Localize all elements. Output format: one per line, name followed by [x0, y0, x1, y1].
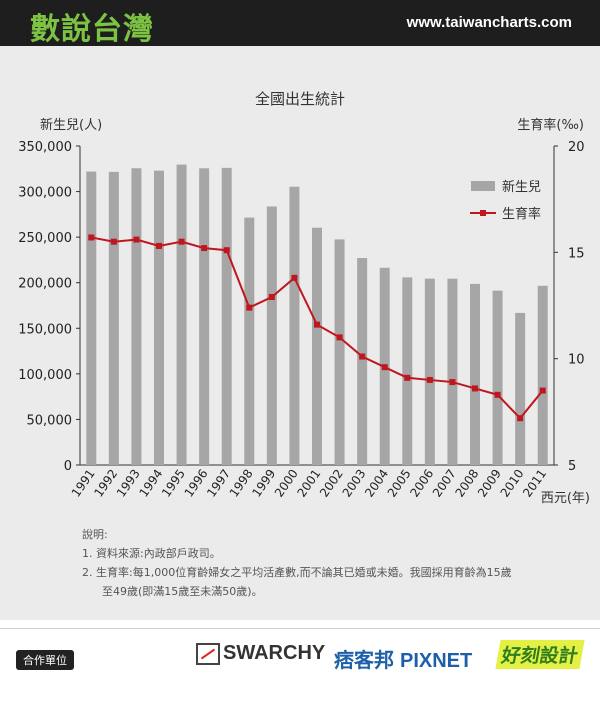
- x-tick-label-2010: 2010: [498, 467, 527, 500]
- header-bar: 數說台灣 www.taiwancharts.com: [0, 0, 600, 47]
- point-1997: [223, 247, 230, 254]
- point-2001: [314, 321, 320, 328]
- bar-2000: [289, 186, 300, 465]
- partner-label: 合作單位: [16, 650, 74, 670]
- right-tick-label: 15: [568, 246, 585, 261]
- point-1996: [201, 245, 208, 252]
- legend-bar-swatch: [471, 181, 495, 191]
- notes-block: 說明: 1. 資料來源:內政部戶政司。 2. 生育率:每1,000位育齡婦女之平…: [82, 525, 512, 601]
- x-tick-label-1994: 1994: [136, 467, 165, 500]
- point-2004: [381, 364, 388, 371]
- notes-line-1: 1. 資料來源:內政部戶政司。: [82, 547, 221, 560]
- swarchy-icon: [196, 642, 220, 665]
- x-tick-label-1991: 1991: [69, 467, 98, 500]
- x-tick-label-1993: 1993: [114, 467, 143, 500]
- swarchy-logo[interactable]: SWARCHY: [196, 642, 325, 665]
- left-axis-label: 新生兒(人): [40, 117, 102, 133]
- point-2008: [472, 385, 478, 392]
- bar-1995: [176, 164, 187, 465]
- left-tick-label: 200,000: [18, 277, 72, 292]
- bar-2002: [334, 239, 345, 465]
- x-tick-label-2008: 2008: [452, 467, 481, 500]
- point-1993: [133, 236, 140, 243]
- x-tick-label-2004: 2004: [362, 467, 391, 500]
- point-2010: [517, 415, 524, 422]
- left-tick-label: 150,000: [18, 322, 72, 337]
- right-tick-label: 20: [568, 140, 585, 155]
- right-axis-label: 生育率(‰): [517, 117, 584, 133]
- left-tick-label: 100,000: [18, 368, 72, 383]
- x-tick-label-1996: 1996: [182, 467, 211, 500]
- chart-title: 全國出生統計: [255, 90, 345, 108]
- x-tick-label-1997: 1997: [204, 467, 233, 500]
- notes-line-3: 至49歲(即滿15歲至未滿50歲)。: [102, 585, 263, 598]
- point-1999: [268, 293, 275, 300]
- design-partner-logo[interactable]: 好刻設計: [495, 640, 585, 669]
- left-tick-label: 350,000: [18, 140, 72, 155]
- x-tick-label-2009: 2009: [475, 467, 504, 500]
- bar-2009: [492, 290, 503, 465]
- site-url[interactable]: www.taiwancharts.com: [406, 14, 572, 31]
- point-2006: [426, 376, 433, 383]
- x-tick-label-2002: 2002: [317, 467, 346, 500]
- bar-2006: [424, 278, 435, 465]
- x-tick-label-2005: 2005: [385, 467, 414, 500]
- bar-1999: [266, 206, 277, 465]
- x-tick-label-2000: 2000: [272, 467, 301, 500]
- pixnet-cn-text: 痞客邦: [334, 650, 394, 672]
- bar-2011: [537, 285, 548, 465]
- bar-1998: [244, 217, 255, 465]
- notes-heading: 說明:: [82, 528, 108, 541]
- right-tick-label: 10: [568, 353, 585, 368]
- legend-bar-label: 新生兒: [502, 179, 541, 195]
- point-2005: [404, 374, 411, 381]
- left-tick-label: 0: [64, 459, 72, 474]
- brand-logo[interactable]: 數說台灣: [30, 12, 154, 47]
- x-tick-label-1992: 1992: [91, 467, 120, 500]
- point-2000: [291, 274, 298, 281]
- bar-1993: [131, 168, 142, 466]
- left-tick-label: 250,000: [18, 231, 72, 246]
- bar-1994: [154, 170, 164, 465]
- x-tick-label-1998: 1998: [227, 467, 256, 500]
- bar-1992: [108, 171, 119, 465]
- point-1991: [88, 234, 95, 241]
- point-1998: [246, 304, 253, 311]
- point-2011: [539, 387, 546, 394]
- bar-2003: [357, 258, 368, 465]
- bar-2001: [312, 227, 322, 465]
- x-tick-label-1995: 1995: [159, 467, 188, 500]
- point-2007: [449, 379, 456, 386]
- x-tick-label-2006: 2006: [407, 467, 436, 500]
- swarchy-text: SWARCHY: [223, 642, 326, 664]
- bar-1996: [199, 168, 210, 465]
- legend-line-label: 生育率: [502, 206, 541, 222]
- pixnet-text: PIXNET: [400, 650, 473, 672]
- point-2003: [359, 353, 366, 360]
- footer-divider: [0, 628, 600, 629]
- point-2002: [336, 334, 343, 341]
- notes-line-2: 2. 生育率:每1,000位育齡婦女之平均活產數,而不論其已婚或未婚。我國採用育…: [82, 566, 512, 579]
- bar-1991: [86, 171, 97, 465]
- x-tick-label-2003: 2003: [340, 467, 369, 500]
- point-1994: [156, 242, 162, 249]
- point-1995: [178, 238, 185, 245]
- bar-1997: [221, 167, 232, 465]
- x-tick-label-2001: 2001: [294, 467, 323, 500]
- bar-2005: [402, 277, 413, 465]
- pixnet-logo[interactable]: 痞客邦 PIXNET: [334, 644, 472, 673]
- x-tick-label-1999: 1999: [249, 467, 278, 500]
- point-2009: [494, 391, 501, 398]
- bar-2007: [447, 278, 458, 465]
- x-tick-label-2007: 2007: [430, 467, 459, 500]
- x-axis-label: 西元(年): [541, 491, 590, 506]
- bar-2010: [515, 312, 526, 465]
- bar-2008: [470, 283, 480, 465]
- left-tick-label: 50,000: [27, 413, 73, 428]
- point-1992: [110, 238, 117, 245]
- right-tick-label: 5: [568, 459, 576, 474]
- left-tick-label: 300,000: [18, 186, 72, 201]
- legend-line-marker: [480, 210, 486, 216]
